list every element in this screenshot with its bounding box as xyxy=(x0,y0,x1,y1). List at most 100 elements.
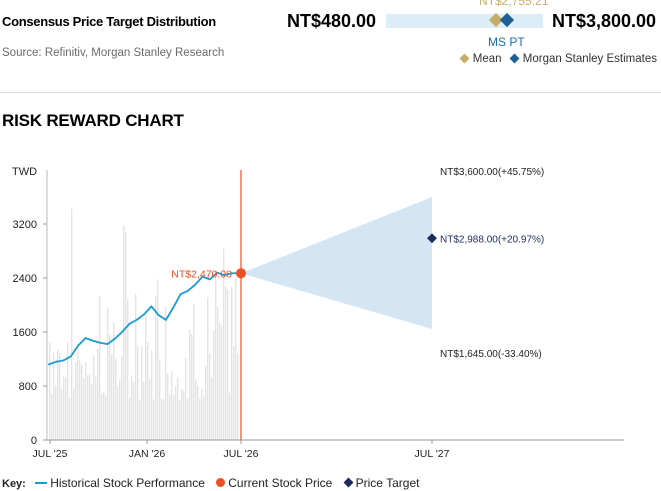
historical-point xyxy=(150,305,153,308)
volume-bar xyxy=(79,360,81,440)
volume-bar xyxy=(95,376,97,440)
historical-point xyxy=(157,314,160,317)
volume-bar xyxy=(123,225,125,440)
price-target-diamond xyxy=(427,233,437,244)
volume-bar xyxy=(215,270,217,440)
volume-bar xyxy=(73,388,75,440)
volume-bar xyxy=(189,329,191,440)
bear-case-label: NT$1,645.00(-33.40%) xyxy=(440,349,542,360)
volume-bar xyxy=(205,365,207,440)
historical-point xyxy=(113,337,116,340)
historical-point xyxy=(106,343,109,346)
volume-bar xyxy=(171,371,173,440)
volume-bar xyxy=(147,342,149,440)
volume-bar xyxy=(67,342,69,440)
historical-series-line xyxy=(48,271,239,366)
legend-ms-estimates: Morgan Stanley Estimates xyxy=(522,53,657,65)
chart-axes: TWD 0 800 1600 2400 3200 JUL '25 JAN '26 JUL '26… xyxy=(12,166,624,460)
historical-point xyxy=(216,271,218,274)
y-axis-label: TWD xyxy=(12,166,37,178)
volume-bar xyxy=(113,322,115,440)
volume-bar xyxy=(75,362,77,440)
volume-bar xyxy=(103,391,105,440)
historical-point xyxy=(99,341,102,344)
scenario-cone-area xyxy=(241,197,432,329)
volume-bar xyxy=(55,385,57,440)
chart-key: Key: Historical Stock Performance Curren… xyxy=(2,476,419,490)
volume-bar xyxy=(133,382,135,440)
volume-bar xyxy=(153,399,155,440)
volume-bar xyxy=(179,399,181,440)
volume-bar xyxy=(125,232,127,440)
volume-bar xyxy=(121,356,123,440)
volume-bar xyxy=(203,396,205,440)
volume-bar xyxy=(165,306,167,440)
bull-case-label: NT$3,600.00(+45.75%) xyxy=(440,167,544,178)
key-target: Price Target xyxy=(355,476,420,490)
volume-bar xyxy=(223,248,225,440)
key-current: Current Stock Price xyxy=(228,476,333,490)
historical-point xyxy=(223,274,226,277)
volume-bar xyxy=(163,399,165,440)
volume-bar xyxy=(225,286,227,440)
volume-bar xyxy=(155,296,157,440)
historical-point xyxy=(77,344,80,347)
y-tick-label: 0 xyxy=(31,435,37,447)
historical-point xyxy=(128,323,131,325)
historical-point xyxy=(201,275,204,278)
historical-point xyxy=(186,289,189,292)
volume-bar xyxy=(85,362,87,440)
volume-bar xyxy=(217,306,219,440)
x-tick-label: JUL '25 xyxy=(33,448,68,460)
volume-bar xyxy=(53,352,55,440)
volume-bar xyxy=(151,350,153,440)
y-tick-label: 2400 xyxy=(13,273,37,285)
y-tick-label: 1600 xyxy=(13,327,37,339)
volume-bar xyxy=(191,334,193,440)
historical-point xyxy=(70,355,72,358)
volume-bar xyxy=(173,395,175,440)
mean-legend-diamond-icon xyxy=(459,53,470,64)
volume-bar xyxy=(63,375,65,440)
volume-bar xyxy=(157,279,159,440)
volume-bar xyxy=(107,307,109,440)
volume-bar xyxy=(57,349,59,440)
volume-bar xyxy=(227,289,229,440)
volume-bar xyxy=(101,393,103,440)
consensus-source: Source: Refinitiv, Morgan Stanley Resear… xyxy=(2,47,225,59)
y-tick-label: 800 xyxy=(19,381,37,393)
volume-bar xyxy=(81,364,83,440)
x-tick-label: JAN '26 xyxy=(129,448,166,460)
volume-bar xyxy=(141,345,143,440)
risk-reward-title: RISK REWARD CHART xyxy=(2,111,184,130)
volume-bar xyxy=(195,379,197,440)
volume-bar xyxy=(89,374,91,440)
volume-bar xyxy=(199,398,201,440)
historical-point xyxy=(179,293,182,296)
volume-bar xyxy=(139,399,141,440)
volume-bar xyxy=(93,355,95,440)
key-historical: Historical Stock Performance xyxy=(50,476,205,490)
volume-bar xyxy=(229,393,231,440)
volume-bar xyxy=(87,375,89,440)
volume-bar xyxy=(49,342,51,440)
volume-bar xyxy=(91,384,93,440)
price-target-range-bar xyxy=(386,14,543,28)
volume-bar xyxy=(99,295,101,440)
historical-line xyxy=(48,271,240,366)
volume-bar xyxy=(237,353,239,440)
volume-bar xyxy=(187,398,189,440)
volume-bar xyxy=(51,394,53,440)
volume-bar xyxy=(145,316,147,440)
volume-bar xyxy=(233,346,235,440)
current-price-label: NT$2,470.00 xyxy=(171,268,232,280)
historical-point xyxy=(55,360,58,363)
volume-bar xyxy=(109,334,111,440)
volume-bar xyxy=(169,394,171,440)
volume-bar xyxy=(119,379,121,440)
price-target-diamond-icon xyxy=(343,477,354,488)
volume-bar xyxy=(183,390,185,440)
volume-bar xyxy=(77,351,79,440)
historical-point xyxy=(121,331,123,333)
volume-bar xyxy=(143,381,145,440)
